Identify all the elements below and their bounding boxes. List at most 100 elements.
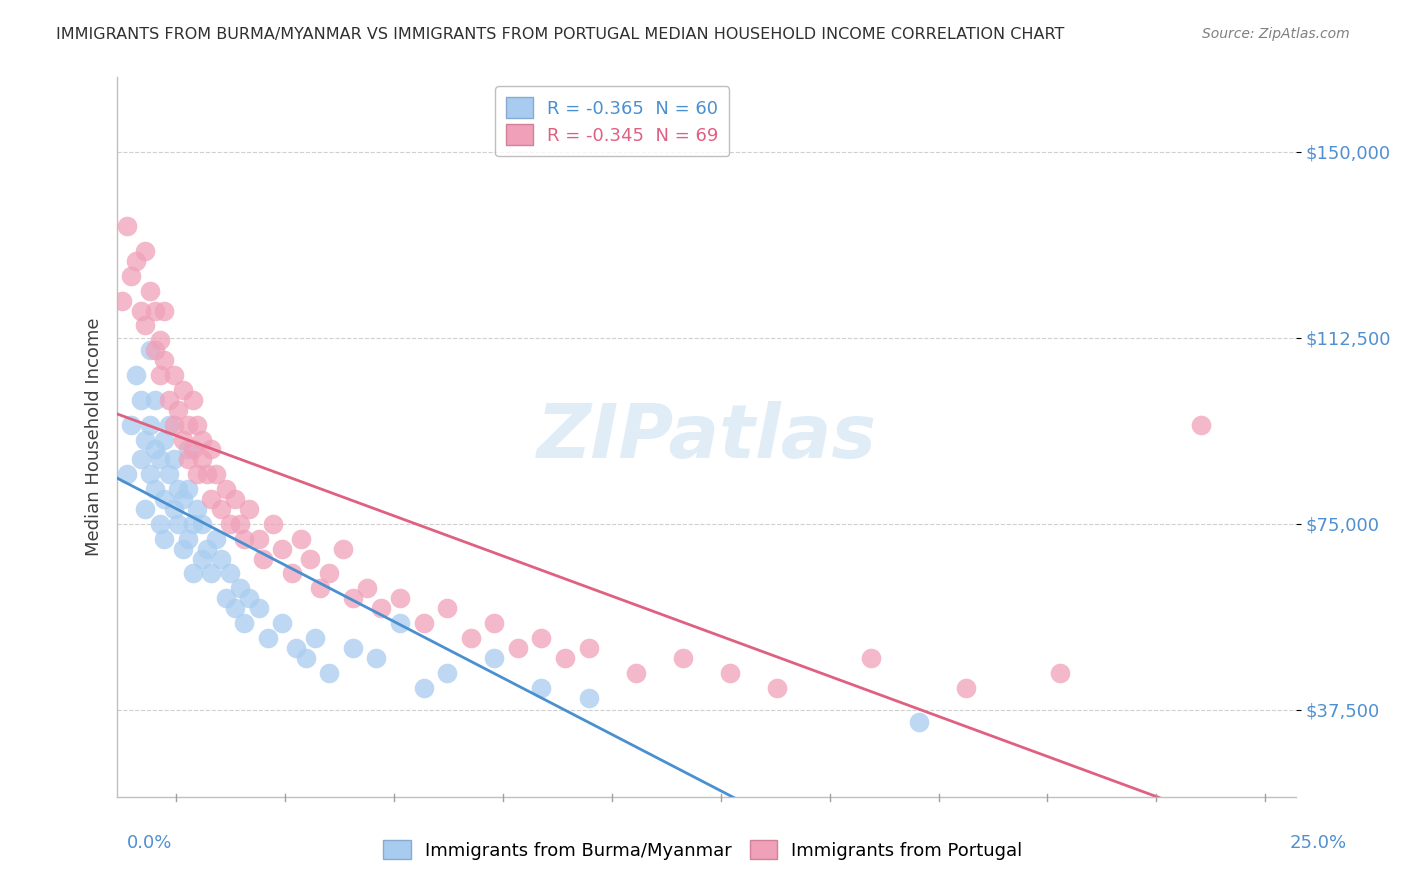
Point <box>149 368 172 382</box>
Point <box>280 566 302 581</box>
Point <box>181 442 204 457</box>
Point <box>143 303 166 318</box>
Point <box>120 268 142 283</box>
Point <box>149 334 172 348</box>
Point <box>181 566 204 581</box>
Legend: R = -0.365  N = 60, R = -0.345  N = 69: R = -0.365 N = 60, R = -0.345 N = 69 <box>495 87 730 156</box>
Point <box>389 616 412 631</box>
Point <box>143 442 166 457</box>
Point <box>167 482 190 496</box>
Point <box>139 284 162 298</box>
Point <box>257 631 280 645</box>
Point <box>506 640 529 655</box>
Point <box>177 532 200 546</box>
Point <box>342 640 364 655</box>
Point <box>224 601 246 615</box>
Point <box>129 392 152 407</box>
Point <box>177 452 200 467</box>
Point <box>143 482 166 496</box>
Point <box>205 532 228 546</box>
Point <box>229 582 252 596</box>
Point <box>224 492 246 507</box>
Point <box>195 541 218 556</box>
Point <box>153 303 176 318</box>
Point <box>139 343 162 358</box>
Point <box>172 541 194 556</box>
Point <box>530 631 553 645</box>
Text: ZIPatlas: ZIPatlas <box>537 401 876 474</box>
Point <box>153 353 176 368</box>
Point <box>157 467 180 482</box>
Text: Source: ZipAtlas.com: Source: ZipAtlas.com <box>1202 27 1350 41</box>
Point <box>177 417 200 432</box>
Point <box>247 532 270 546</box>
Point <box>219 566 242 581</box>
Point <box>134 502 156 516</box>
Point <box>460 631 482 645</box>
Point <box>578 690 600 705</box>
Point <box>436 665 458 680</box>
Point <box>214 482 236 496</box>
Point <box>262 516 284 531</box>
Point <box>205 467 228 482</box>
Point <box>167 516 190 531</box>
Point <box>181 392 204 407</box>
Point <box>129 452 152 467</box>
Point <box>766 681 789 695</box>
Point <box>143 343 166 358</box>
Point <box>157 392 180 407</box>
Point <box>134 244 156 258</box>
Point <box>366 650 388 665</box>
Point <box>356 582 378 596</box>
Point <box>172 383 194 397</box>
Point <box>318 665 340 680</box>
Point <box>129 303 152 318</box>
Point <box>484 650 506 665</box>
Point <box>134 318 156 333</box>
Point <box>191 433 214 447</box>
Point <box>624 665 647 680</box>
Point <box>1191 417 1213 432</box>
Point <box>233 532 256 546</box>
Text: 25.0%: 25.0% <box>1289 834 1347 852</box>
Point <box>209 502 232 516</box>
Point <box>153 433 176 447</box>
Point <box>860 650 883 665</box>
Point <box>139 417 162 432</box>
Point <box>191 452 214 467</box>
Point <box>143 392 166 407</box>
Point <box>149 516 172 531</box>
Point <box>229 516 252 531</box>
Point <box>214 591 236 606</box>
Point <box>412 616 434 631</box>
Point <box>115 467 138 482</box>
Point <box>195 467 218 482</box>
Point <box>153 532 176 546</box>
Point <box>718 665 741 680</box>
Point <box>186 502 208 516</box>
Point <box>290 532 312 546</box>
Point <box>134 433 156 447</box>
Point <box>115 219 138 234</box>
Point <box>1049 665 1071 680</box>
Text: IMMIGRANTS FROM BURMA/MYANMAR VS IMMIGRANTS FROM PORTUGAL MEDIAN HOUSEHOLD INCOM: IMMIGRANTS FROM BURMA/MYANMAR VS IMMIGRA… <box>56 27 1064 42</box>
Point <box>172 492 194 507</box>
Point <box>304 631 326 645</box>
Point <box>125 368 148 382</box>
Point <box>200 566 222 581</box>
Point <box>318 566 340 581</box>
Point <box>200 442 222 457</box>
Point <box>578 640 600 655</box>
Point <box>294 650 316 665</box>
Point <box>163 368 186 382</box>
Point <box>484 616 506 631</box>
Point <box>149 452 172 467</box>
Point <box>120 417 142 432</box>
Point <box>186 417 208 432</box>
Point <box>672 650 695 665</box>
Point <box>139 467 162 482</box>
Point <box>200 492 222 507</box>
Point <box>191 551 214 566</box>
Point <box>252 551 274 566</box>
Point <box>332 541 354 556</box>
